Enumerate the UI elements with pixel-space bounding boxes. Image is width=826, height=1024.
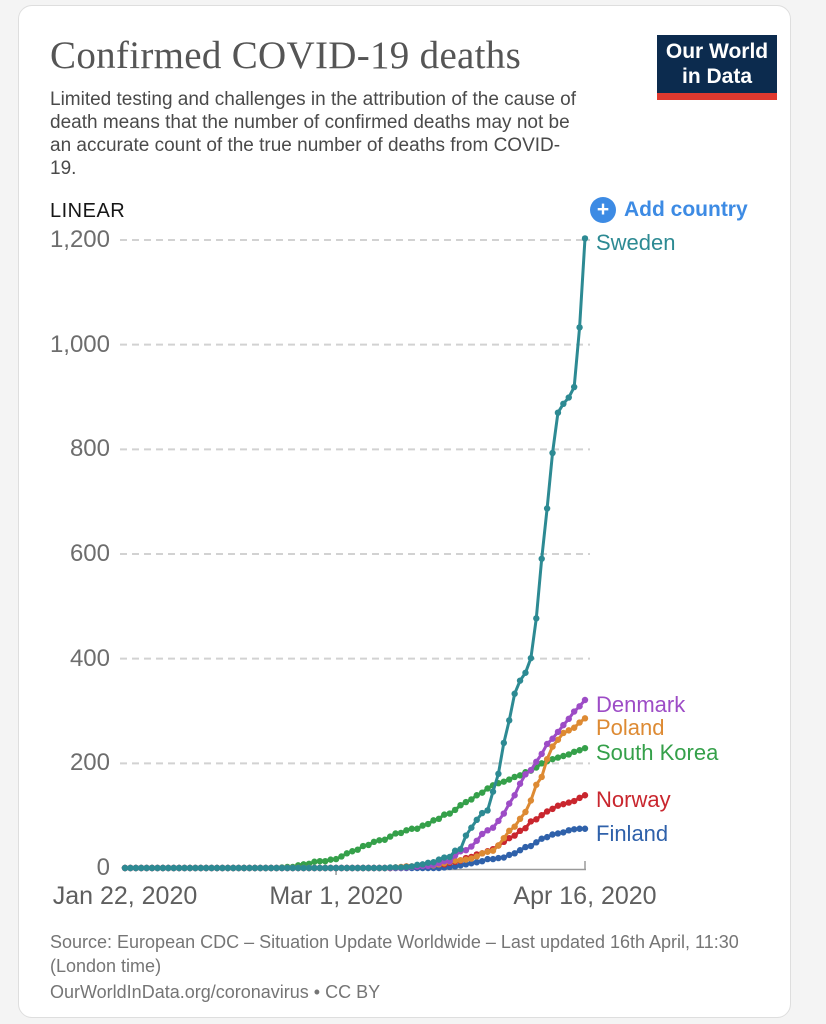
y-tick-label-2: 400: [69, 644, 110, 672]
chart-card: [18, 5, 791, 1018]
series-label-finland[interactable]: Finland: [596, 820, 669, 846]
owid-logo-line1: Our World: [665, 40, 769, 63]
owid-logo-red-bar: [657, 93, 777, 100]
series-label-poland[interactable]: Poland: [596, 715, 665, 740]
chart-footer: Source: European CDC – Situation Update …: [50, 930, 772, 1004]
series-label-south-korea[interactable]: South Korea: [596, 740, 719, 766]
owid-logo-box: Our World in Data: [657, 35, 777, 93]
x-tick-label-0: Jan 22, 2020: [52, 882, 198, 910]
source-line: Source: European CDC – Situation Update …: [50, 932, 739, 976]
linear-scale-toggle[interactable]: LINEAR: [50, 200, 126, 222]
y-tick-label-4: 800: [69, 435, 110, 463]
chart-subtitle: Limited testing and challenges in the at…: [50, 89, 577, 179]
y-tick-label-0: 0: [96, 854, 110, 881]
series-label-sweden[interactable]: Sweden: [596, 230, 676, 256]
x-tick-label-2: Apr 16, 2020: [513, 882, 657, 910]
y-tick-label-1: 200: [69, 749, 110, 777]
add-country-button[interactable]: + Add country: [590, 197, 748, 223]
credit-line[interactable]: OurWorldInData.org/coronavirus • CC BY: [50, 982, 381, 1002]
plus-icon: +: [590, 197, 616, 223]
owid-logo[interactable]: Our World in Data: [657, 35, 777, 100]
owid-logo-line2: in Data: [681, 65, 752, 88]
chart-title: Confirmed COVID-19 deaths: [50, 34, 522, 77]
series-label-norway[interactable]: Norway: [596, 787, 671, 813]
y-tick-label-5: 1,000: [49, 330, 110, 358]
y-tick-label-6: 1,200: [49, 226, 110, 253]
x-tick-label-1: Mar 1, 2020: [269, 882, 403, 910]
add-country-label: Add country: [624, 198, 748, 221]
y-tick-label-3: 600: [69, 540, 110, 567]
series-label-denmark[interactable]: Denmark: [596, 692, 686, 717]
